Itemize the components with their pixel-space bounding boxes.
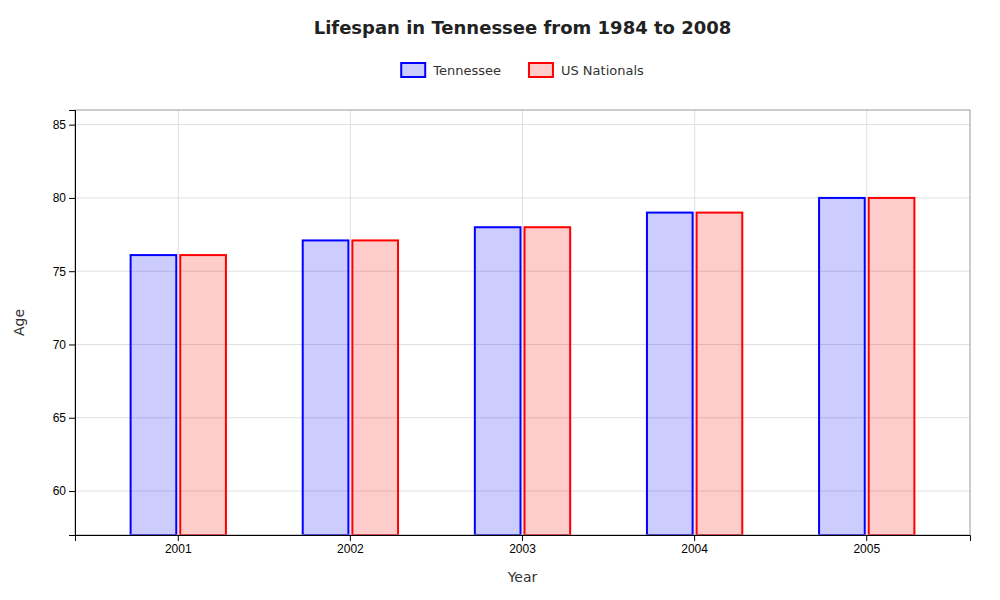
- series: [180, 198, 914, 535]
- y-tick: 75: [53, 265, 75, 279]
- y-tick-mark: [69, 491, 75, 492]
- x-tick-label: 2001: [165, 542, 192, 556]
- y-tick-label: 60: [53, 484, 67, 498]
- bar: [697, 213, 743, 535]
- x-tick-label: 2004: [681, 542, 708, 556]
- grid: [75, 110, 970, 535]
- x-tick-mark: [350, 535, 351, 541]
- legend: Tennessee US Nationals: [401, 63, 644, 78]
- bar: [352, 240, 398, 535]
- legend-item: Tennessee: [401, 63, 501, 78]
- x-grid-line: [522, 110, 523, 535]
- plot-area: 60 65 70 75 80 85 2001 2002 2003 2004 2005: [53, 110, 971, 556]
- y-tick-label: 70: [53, 338, 67, 352]
- bar: [131, 255, 177, 535]
- legend-label: US Nationals: [561, 63, 644, 78]
- plot-frame: [75, 110, 970, 535]
- y-tick: 65: [53, 411, 75, 425]
- y-tick-label: 75: [53, 265, 67, 279]
- y-tick-label: 80: [53, 191, 67, 205]
- x-axis-line: [76, 536, 971, 542]
- y-axis-line: [69, 111, 76, 536]
- x-axis: 2001 2002 2003 2004 2005: [76, 535, 971, 556]
- series: [131, 198, 865, 535]
- x-grid-line: [866, 110, 867, 535]
- y-tick-mark: [69, 271, 75, 272]
- legend-swatch: [401, 63, 425, 77]
- chart: 60 65 70 75 80 85 2001 2002 2003 2004 2005 Year Age L…: [0, 0, 1000, 600]
- bar: [303, 240, 349, 535]
- y-tick: 80: [53, 191, 75, 205]
- x-grid-line: [694, 110, 695, 535]
- bar: [524, 227, 570, 535]
- y-tick-mark: [69, 125, 75, 126]
- x-tick-mark: [522, 535, 523, 541]
- x-tick-mark: [866, 535, 867, 541]
- y-tick-label: 65: [53, 411, 67, 425]
- x-tick-mark: [178, 535, 179, 541]
- y-tick-label: 85: [53, 118, 67, 132]
- bar: [647, 213, 693, 535]
- x-tick-label: 2005: [853, 542, 880, 556]
- bar: [180, 255, 226, 535]
- y-tick-mark: [69, 344, 75, 345]
- chart-title: Lifespan in Tennessee from 1984 to 2008: [314, 17, 732, 38]
- y-tick: 60: [53, 484, 75, 498]
- x-grid-line: [350, 110, 351, 535]
- y-axis: 60 65 70 75 80 85: [53, 111, 76, 536]
- x-tick-mark: [694, 535, 695, 541]
- x-grid-line: [178, 110, 179, 535]
- bar: [475, 227, 521, 535]
- bar: [869, 198, 915, 535]
- legend-swatch: [529, 63, 553, 77]
- x-tick-label: 2003: [509, 542, 536, 556]
- y-tick-mark: [69, 198, 75, 199]
- x-tick: 2004: [681, 535, 708, 556]
- y-tick-mark: [69, 418, 75, 419]
- x-tick: 2005: [853, 535, 880, 556]
- y-axis-title: Age: [11, 309, 27, 336]
- x-axis-title: Year: [507, 569, 538, 585]
- y-tick: 85: [53, 118, 75, 132]
- x-tick-label: 2002: [337, 542, 364, 556]
- x-tick: 2002: [337, 535, 364, 556]
- legend-label: Tennessee: [432, 63, 501, 78]
- x-tick: 2001: [165, 535, 192, 556]
- x-tick: 2003: [509, 535, 536, 556]
- legend-item: US Nationals: [529, 63, 644, 78]
- bar: [819, 198, 865, 535]
- y-tick: 70: [53, 338, 75, 352]
- bars: [131, 198, 915, 535]
